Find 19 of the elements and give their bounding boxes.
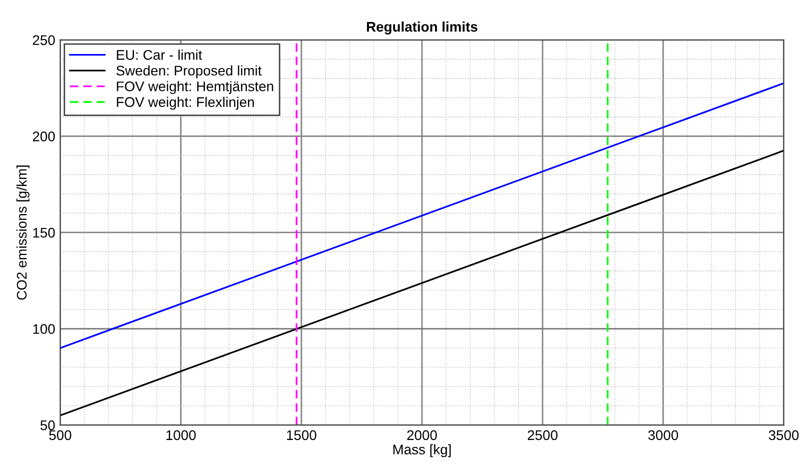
y-tick-label: 50 <box>40 420 55 430</box>
legend-label: FOV weight: Flexlinjen <box>116 96 254 110</box>
x-tick-label: 2000 <box>407 430 437 440</box>
x-tick-label: 500 <box>49 430 72 440</box>
y-tick-label: 250 <box>32 35 55 46</box>
y-tick-label: 150 <box>33 228 55 238</box>
legend-label: FOV weight: Hemtjänsten <box>116 81 274 94</box>
x-tick-label: 2500 <box>528 430 558 440</box>
legend-label: Sweden: Proposed limit <box>116 65 262 78</box>
x-tick-label: 1000 <box>166 430 196 440</box>
y-axis-title: CO2 emissions [g/km] <box>16 166 30 300</box>
y-tick-label: 100 <box>33 324 55 334</box>
y-tick-label: 200 <box>32 132 55 142</box>
x-tick-label: 3500 <box>768 430 799 440</box>
chart-title: Regulation limits <box>366 22 478 35</box>
x-tick-label: 3000 <box>648 430 678 440</box>
legend-label: EU: Car - limit <box>116 50 202 60</box>
x-tick-label: 1500 <box>287 430 316 440</box>
x-axis-title: Mass [kg] <box>393 444 451 458</box>
